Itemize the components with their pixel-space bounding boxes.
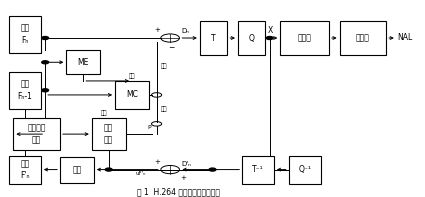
Text: 当前: 当前 bbox=[20, 24, 30, 33]
Text: 熵编码: 熵编码 bbox=[356, 33, 370, 43]
Text: 预测: 预测 bbox=[104, 124, 113, 133]
Text: 帧内: 帧内 bbox=[32, 136, 41, 145]
Text: 滤波: 滤波 bbox=[72, 165, 82, 174]
Text: 帧间: 帧间 bbox=[129, 73, 135, 79]
Bar bbox=[200, 21, 227, 55]
Bar bbox=[280, 21, 329, 55]
Bar bbox=[66, 50, 100, 74]
Text: Fₙ: Fₙ bbox=[21, 36, 29, 45]
Text: +: + bbox=[180, 175, 186, 181]
Bar bbox=[340, 21, 386, 55]
Text: +: + bbox=[155, 27, 160, 33]
Bar bbox=[9, 16, 41, 53]
Bar bbox=[60, 156, 94, 183]
Bar bbox=[14, 118, 60, 150]
Bar bbox=[9, 72, 41, 109]
Circle shape bbox=[209, 168, 216, 171]
Bar bbox=[238, 21, 266, 55]
Circle shape bbox=[42, 89, 48, 92]
Circle shape bbox=[42, 61, 48, 64]
Text: ME: ME bbox=[78, 58, 89, 67]
Text: 重建: 重建 bbox=[20, 159, 30, 168]
Circle shape bbox=[266, 36, 273, 40]
Bar bbox=[242, 156, 274, 184]
Text: +: + bbox=[155, 159, 160, 164]
Text: Dₙ: Dₙ bbox=[181, 28, 190, 34]
Text: NAL: NAL bbox=[398, 33, 413, 42]
Text: MC: MC bbox=[126, 90, 138, 99]
Text: Q: Q bbox=[249, 33, 255, 43]
Bar bbox=[9, 156, 41, 184]
Bar bbox=[289, 156, 320, 184]
Text: −: − bbox=[168, 44, 174, 53]
Text: P: P bbox=[147, 125, 151, 130]
Bar bbox=[92, 118, 126, 150]
Text: 帧内: 帧内 bbox=[101, 111, 108, 116]
Text: uF'ₙ: uF'ₙ bbox=[136, 171, 146, 176]
Circle shape bbox=[42, 36, 48, 40]
Text: 图 1  H.264 标准的整体编码框图: 图 1 H.264 标准的整体编码框图 bbox=[137, 187, 220, 196]
Text: 帧内: 帧内 bbox=[104, 136, 113, 145]
Text: 参考: 参考 bbox=[20, 80, 30, 89]
Text: T: T bbox=[211, 33, 216, 43]
Text: T⁻¹: T⁻¹ bbox=[252, 165, 264, 174]
Text: 帧间: 帧间 bbox=[161, 64, 167, 69]
Circle shape bbox=[105, 168, 112, 171]
Text: F'ₙ: F'ₙ bbox=[20, 171, 30, 180]
Text: 预测选择: 预测选择 bbox=[28, 124, 46, 133]
Text: X: X bbox=[268, 26, 273, 35]
Text: Fₙ-1: Fₙ-1 bbox=[17, 92, 32, 101]
Text: 帧内: 帧内 bbox=[161, 107, 167, 112]
Text: Q⁻¹: Q⁻¹ bbox=[298, 165, 311, 174]
Bar bbox=[115, 81, 149, 109]
Text: 重排序: 重排序 bbox=[298, 33, 312, 43]
Text: D'ₙ: D'ₙ bbox=[181, 161, 191, 167]
